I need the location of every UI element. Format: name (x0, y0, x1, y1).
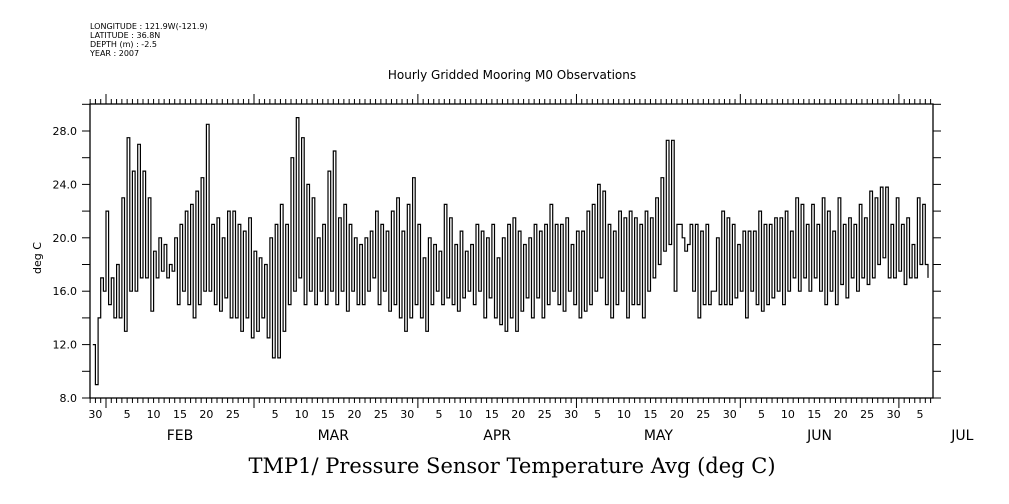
x-tick-label: 25 (860, 408, 874, 421)
x-tick-label: 25 (226, 408, 240, 421)
y-tick-label: 24.0 (53, 178, 78, 191)
y-tick-label: 8.0 (60, 392, 78, 405)
x-month-label: JUL (950, 428, 973, 444)
x-tick-label: 10 (147, 408, 161, 421)
x-tick-label: 20 (511, 408, 525, 421)
x-tick-label: 15 (807, 408, 821, 421)
x-tick-label: 25 (374, 408, 388, 421)
x-tick-label: 5 (436, 408, 443, 421)
variable-caption: TMP1/ Pressure Sensor Temperature Avg (d… (248, 454, 776, 478)
x-tick-label: 20 (199, 408, 213, 421)
metadata-block: LONGITUDE : 121.9W(-121.9) LATITUDE : 36… (90, 22, 208, 58)
meta-latitude: LATITUDE : 36.8N (90, 31, 161, 40)
labels-group: 8.0 12.0 16.0 20.0 24.0 28.0 deg C 30 5 10 15 20 25 5… (31, 125, 974, 444)
x-month-label: FEB (167, 428, 194, 444)
x-tick-label: 20 (834, 408, 848, 421)
meta-year: YEAR : 2007 (90, 49, 140, 58)
x-tick-label: 25 (538, 408, 552, 421)
y-axis-label: deg C (31, 242, 44, 274)
x-tick-label: 30 (887, 408, 901, 421)
x-tick-label: 20 (347, 408, 361, 421)
x-tick-label: 5 (917, 408, 924, 421)
x-tick-label: 15 (485, 408, 499, 421)
x-tick-label: 10 (458, 408, 472, 421)
x-tick-label: 30 (400, 408, 414, 421)
x-tick-label: 5 (124, 408, 131, 421)
x-tick-label: 15 (643, 408, 657, 421)
y-tick-label: 12.0 (53, 339, 78, 352)
x-tick-label: 20 (670, 408, 684, 421)
plot-frame (89, 103, 934, 399)
x-tick-label: 15 (321, 408, 335, 421)
meta-depth: DEPTH (m) : -2.5 (90, 40, 157, 49)
y-tick-label: 16.0 (53, 285, 78, 298)
x-month-label: MAR (318, 428, 350, 444)
x-tick-label: 5 (594, 408, 601, 421)
x-tick-label: 10 (781, 408, 795, 421)
x-tick-label: 10 (617, 408, 631, 421)
series-group (92, 116, 929, 386)
x-tick-label: 10 (295, 408, 309, 421)
meta-longitude: LONGITUDE : 121.9W(-121.9) (90, 22, 208, 31)
y-tick-label: 20.0 (53, 232, 78, 245)
x-tick-label: 5 (758, 408, 765, 421)
x-tick-label: 15 (173, 408, 187, 421)
axes-group (82, 94, 941, 408)
x-tick-label: 30 (564, 408, 578, 421)
x-month-label: JUN (806, 428, 832, 444)
x-tick-label: 30 (88, 408, 102, 421)
x-tick-label: 5 (272, 408, 279, 421)
x-tick-label: 25 (696, 408, 710, 421)
x-month-label: MAY (644, 428, 674, 444)
chart-title: Hourly Gridded Mooring M0 Observations (387, 68, 637, 82)
series-line-tmp1 (92, 116, 929, 386)
x-tick-label: 30 (723, 408, 737, 421)
y-tick-label: 28.0 (53, 125, 78, 138)
x-month-label: APR (483, 428, 511, 444)
